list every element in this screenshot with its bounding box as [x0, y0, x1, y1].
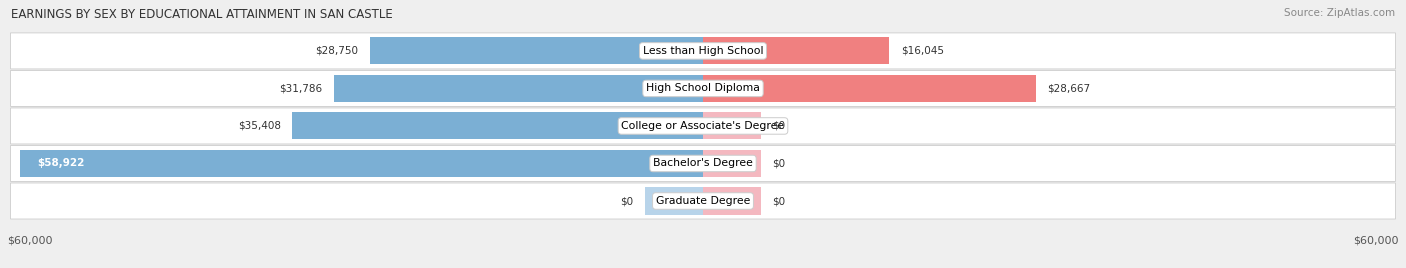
Text: $0: $0	[773, 196, 786, 206]
Text: $0: $0	[773, 158, 786, 169]
Bar	[703, 188, 761, 214]
Text: High School Diploma: High School Diploma	[647, 83, 759, 94]
Text: $35,408: $35,408	[238, 121, 281, 131]
Bar	[703, 38, 889, 64]
Text: $28,750: $28,750	[315, 46, 359, 56]
Bar	[292, 113, 703, 139]
Text: Source: ZipAtlas.com: Source: ZipAtlas.com	[1284, 8, 1395, 18]
Text: $60,000: $60,000	[7, 236, 52, 246]
Text: $0: $0	[620, 196, 633, 206]
FancyBboxPatch shape	[10, 70, 1396, 106]
Text: EARNINGS BY SEX BY EDUCATIONAL ATTAINMENT IN SAN CASTLE: EARNINGS BY SEX BY EDUCATIONAL ATTAINMEN…	[11, 8, 394, 21]
Text: Bachelor's Degree: Bachelor's Degree	[652, 158, 754, 169]
Text: $31,786: $31,786	[280, 83, 323, 94]
Bar	[703, 75, 1036, 102]
FancyBboxPatch shape	[10, 108, 1396, 144]
Bar	[335, 75, 703, 102]
Bar	[370, 38, 703, 64]
Text: Less than High School: Less than High School	[643, 46, 763, 56]
Text: $16,045: $16,045	[901, 46, 943, 56]
FancyBboxPatch shape	[10, 183, 1396, 219]
Text: $28,667: $28,667	[1047, 83, 1090, 94]
Bar	[703, 150, 761, 177]
Text: $0: $0	[773, 121, 786, 131]
Text: $60,000: $60,000	[1354, 236, 1399, 246]
FancyBboxPatch shape	[10, 33, 1396, 69]
FancyBboxPatch shape	[10, 146, 1396, 181]
Bar	[703, 113, 761, 139]
Bar	[645, 188, 703, 214]
Text: College or Associate's Degree: College or Associate's Degree	[621, 121, 785, 131]
Text: Graduate Degree: Graduate Degree	[655, 196, 751, 206]
Bar	[20, 150, 703, 177]
Text: $58,922: $58,922	[37, 158, 84, 169]
